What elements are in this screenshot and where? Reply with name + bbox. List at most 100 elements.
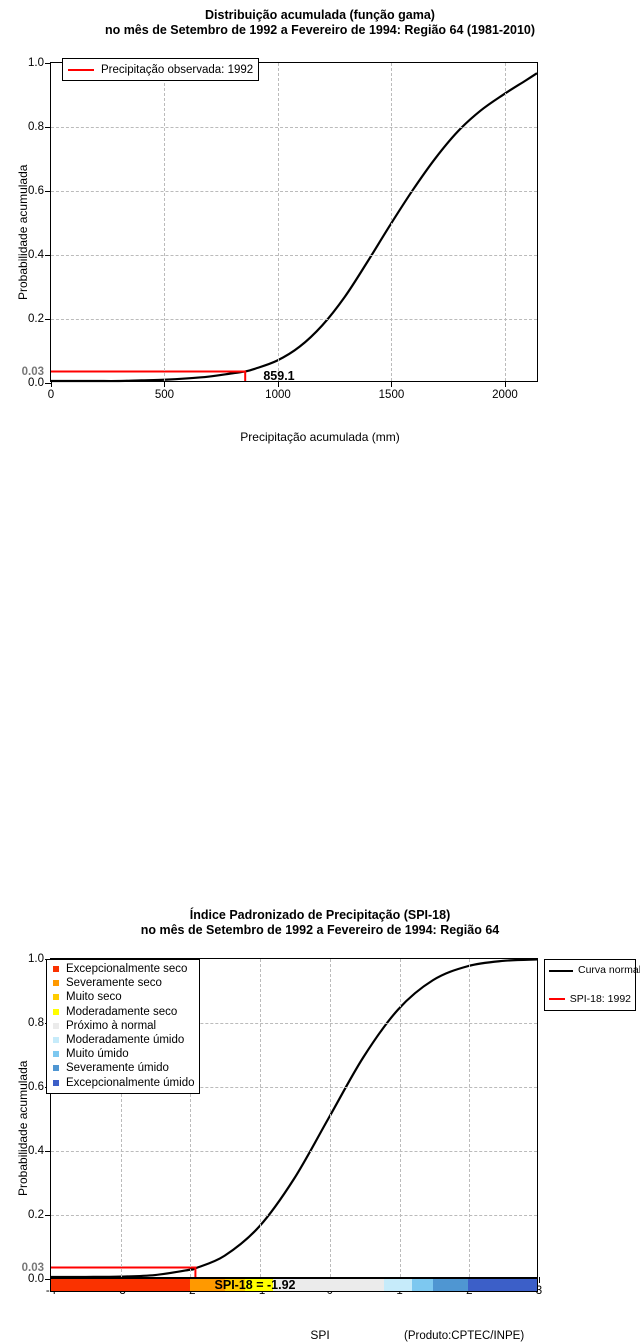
category-color-swatch: [53, 1051, 59, 1058]
produto-credit: (Produto:CPTEC/INPE): [404, 1330, 525, 1342]
category-label: Muito seco: [66, 991, 122, 1004]
probability-003-label: 0.03: [21, 1262, 44, 1275]
gridline-vertical: [391, 63, 393, 381]
spi-category-legend-item: Excepcionalmente úmido: [51, 1076, 195, 1090]
bottom-title-line2: no mês de Setembro de 1992 a Fevereiro d…: [140, 923, 500, 937]
x-tick-mark: [391, 381, 393, 387]
curve-legend-item: Curva normal: [549, 964, 640, 992]
bottom-curve-legend: Curva normal SPI-18: 1992: [544, 959, 640, 1011]
gridline-vertical: [164, 63, 166, 381]
y-tick-mark: [45, 1151, 51, 1152]
probability-003-label: 0.03: [21, 366, 44, 379]
gridline-vertical: [399, 959, 401, 1277]
top-x-axis-label: Precipitação acumulada (mm): [240, 430, 400, 444]
spi-category-legend: Excepcionalmente seco Severamente seco Mui…: [46, 959, 200, 1094]
gridline-horizontal: [51, 1151, 537, 1152]
spi-category-legend-item: Severamente seco: [51, 976, 195, 990]
spi-category-legend-item: Próximo à normal: [51, 1019, 195, 1033]
category-label: Severamente seco: [66, 977, 162, 990]
category-color-swatch: [53, 994, 59, 1001]
gridline-horizontal: [51, 191, 537, 192]
curve-legend-item: SPI-18: 1992: [549, 992, 631, 1006]
y-tick-mark: [45, 383, 51, 384]
gridline-horizontal: [51, 255, 537, 256]
y-tick-mark: [45, 255, 51, 256]
y-tick-mark: [45, 319, 51, 320]
bottom-x-axis-label: SPI: [310, 1328, 330, 1342]
spi-value-overlay: SPI-18 = -1.92: [50, 1278, 538, 1292]
y-tick-label: 0.0: [28, 1273, 44, 1285]
legend-line-marker: [68, 68, 94, 71]
category-color-swatch: [53, 980, 59, 987]
x-tick-mark: [277, 381, 279, 387]
y-tick-label: 0.8: [28, 1017, 44, 1029]
observed-precipitation-annotation: 859.1: [263, 369, 295, 383]
category-label: Moderadamente seco: [66, 1005, 178, 1018]
y-tick-label: 0.6: [28, 1081, 44, 1093]
x-tick-label: 1500: [378, 389, 405, 401]
spi-value-label: SPI-18 = -1.92: [214, 1278, 296, 1292]
top-title-line1: Distribuição acumulada (função gama): [205, 8, 435, 22]
legend-item-observed: Precipitação observada: 1992: [68, 62, 253, 77]
category-color-swatch: [53, 1037, 59, 1044]
category-label: Próximo à normal: [66, 1019, 157, 1032]
y-tick-mark: [45, 191, 51, 192]
spi-category-legend-item: Muito úmido: [51, 1047, 195, 1061]
x-tick-label: 2000: [492, 389, 518, 401]
top-y-axis-label: Probabilidade acumulada: [16, 164, 30, 300]
x-tick-mark: [539, 1277, 540, 1283]
top-title-line2: no mês de Setembro de 1992 a Fevereiro d…: [104, 23, 536, 37]
spi-category-legend-item: Excepcionalmente seco: [51, 962, 195, 976]
y-tick-mark: [45, 1215, 51, 1216]
y-tick-label: 0.2: [28, 1209, 44, 1221]
y-tick-label: 1.0: [28, 57, 44, 69]
category-label: Excepcionalmente seco: [66, 963, 188, 976]
gridline-horizontal: [51, 127, 537, 128]
gridline-vertical: [260, 959, 262, 1277]
curve-legend-label: Curva normal: [578, 964, 640, 976]
category-color-swatch: [53, 1079, 59, 1086]
category-color-swatch: [53, 1065, 59, 1072]
legend-item-label: Precipitação observada: 1992: [101, 63, 254, 76]
spi-category-legend-item: Moderadamente seco: [51, 1005, 195, 1019]
top-plot-area: 0 500 1000 1500 2000 0.0 0.2 0.4 0.6 0.8 1.0 0.03: [22, 57, 538, 401]
category-label: Moderadamente úmido: [66, 1034, 185, 1047]
legend-line-marker: [549, 970, 573, 972]
category-color-swatch: [53, 1008, 59, 1015]
observed-value-indicator: [51, 370, 247, 381]
gridline-vertical: [504, 63, 506, 381]
category-label: Muito úmido: [66, 1048, 129, 1061]
top-legend: Precipitação observada: 1992: [62, 58, 260, 81]
x-tick-label: 500: [154, 389, 175, 401]
spi-category-legend-item: Muito seco: [51, 990, 195, 1004]
category-label: Excepcionalmente úmido: [66, 1076, 195, 1089]
x-tick-mark: [164, 381, 166, 387]
gridline-vertical: [277, 63, 279, 381]
gridline-vertical: [469, 959, 471, 1277]
bottom-y-axis-label: Probabilidade acumulada: [16, 1060, 30, 1196]
category-color-swatch: [53, 966, 59, 973]
x-tick-mark: [51, 381, 52, 387]
x-tick-mark: [504, 381, 506, 387]
gridline-vertical: [329, 959, 331, 1277]
category-label: Severamente úmido: [66, 1062, 169, 1075]
gridline-horizontal: [51, 1215, 537, 1216]
legend-line-marker: [549, 998, 565, 1000]
distribution-curve: [50, 72, 538, 383]
curve-legend-label: SPI-18: 1992: [569, 992, 631, 1005]
y-tick-label: 0.0: [28, 377, 44, 389]
spi-category-legend-item: Moderadamente úmido: [51, 1033, 195, 1047]
top-chart-title: Distribuição acumulada (função gama) no …: [0, 8, 640, 38]
bottom-chart-title: Índice Padronizado de Precipitação (SPI-…: [0, 908, 640, 938]
y-tick-label: 0.4: [28, 249, 44, 261]
spi-category-legend-item: Severamente úmido: [51, 1061, 195, 1075]
category-color-swatch: [53, 1022, 59, 1029]
bottom-title-line1: Índice Padronizado de Precipitação (SPI-…: [189, 908, 451, 922]
x-tick-label: 0: [47, 389, 55, 401]
x-tick-label: 1000: [265, 389, 291, 401]
y-tick-label: 1.0: [28, 953, 44, 965]
y-tick-label: 0.2: [28, 313, 44, 325]
y-tick-label: 0.4: [28, 1145, 44, 1157]
gamma-curve-svg: [50, 72, 538, 383]
y-tick-mark: [45, 63, 51, 64]
